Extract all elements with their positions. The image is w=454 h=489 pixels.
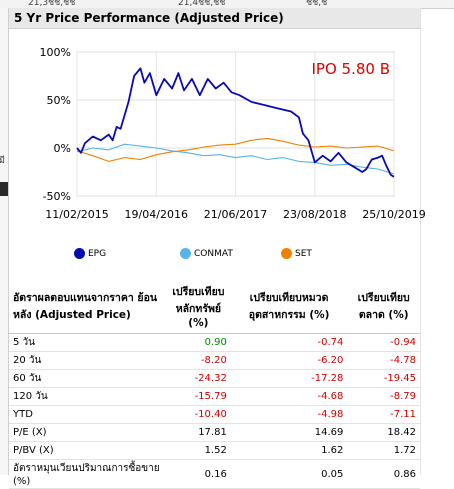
- row-value: -6.20: [230, 351, 348, 370]
- legend-label: CONMAT: [194, 248, 233, 259]
- x-tick-label: 25/10/2019: [362, 208, 425, 221]
- performance-table: อัตราผลตอบแทนจากราคา ย้อนหลัง (Adjusted …: [9, 278, 420, 489]
- header-market: เปรียบเทียบตลาด (%): [347, 278, 420, 334]
- legend-item-conmat: CONMAT: [180, 248, 233, 259]
- section-title: 5 Yr Price Performance (Adjusted Price): [14, 11, 284, 25]
- chart-series: [76, 67, 395, 178]
- row-label: 20 วัน: [9, 351, 166, 370]
- row-value: -10.40: [165, 405, 231, 424]
- table-row: P/BV (X) 1.52 1.62 1.72: [9, 441, 420, 460]
- row-value: -7.11: [347, 405, 420, 424]
- top-strip-cell: 21,4ชช,ชช: [178, 0, 226, 8]
- series-line-set: [76, 137, 395, 162]
- left-sidebar: มี: [0, 8, 9, 475]
- y-tick-label: 100%: [40, 46, 71, 59]
- row-value: -17.28: [230, 369, 348, 388]
- row-label: YTD: [9, 405, 166, 424]
- series-line-conmat: [76, 143, 395, 175]
- y-tick-label: 0%: [54, 142, 71, 155]
- row-value: 1.52: [165, 441, 231, 460]
- row-label: 60 วัน: [9, 369, 166, 388]
- legend-item-set: SET: [281, 248, 312, 259]
- row-value: -8.20: [165, 351, 231, 370]
- legend-dot-icon: [180, 248, 191, 259]
- row-value: 0.05: [230, 459, 348, 489]
- legend-label: SET: [295, 248, 312, 259]
- y-tick-label: -50%: [43, 190, 71, 203]
- right-divider: [420, 8, 421, 475]
- ipo-annotation: IPO 5.80 B: [311, 60, 390, 78]
- top-strip-cell: 21,3ชช,ชช: [28, 0, 76, 8]
- row-value: 0.86: [347, 459, 420, 489]
- row-value: -19.45: [347, 369, 420, 388]
- row-value: -24.32: [165, 369, 231, 388]
- row-value: -4.78: [347, 351, 420, 370]
- table-row: 60 วัน -24.32 -17.28 -19.45: [9, 369, 420, 388]
- chart-grid: [76, 51, 395, 197]
- row-value: 14.69: [230, 423, 348, 442]
- y-tick-label: 50%: [47, 94, 71, 107]
- x-tick-label: 19/04/2016: [125, 208, 188, 221]
- row-value: 18.42: [347, 423, 420, 442]
- legend-dot-icon: [281, 248, 292, 259]
- sidebar-partial-text: มี: [0, 156, 5, 166]
- row-label: 120 วัน: [9, 387, 166, 406]
- table-row: 120 วัน -15.79 -4.68 -8.79: [9, 387, 420, 406]
- section-header: 5 Yr Price Performance (Adjusted Price): [9, 8, 420, 29]
- table-row: YTD -10.40 -4.98 -7.11: [9, 405, 420, 424]
- row-value: -4.98: [230, 405, 348, 424]
- legend-dot-icon: [74, 248, 85, 259]
- top-strip-cell: ชช,ช: [306, 0, 328, 8]
- row-value: -8.79: [347, 387, 420, 406]
- price-performance-chart: 100% 50% 0% -50% 11/02/2015 19/04/2016 21/06/…: [40, 46, 426, 221]
- legend-item-epg: EPG: [74, 248, 106, 259]
- row-label: P/BV (X): [9, 441, 166, 460]
- x-tick-label: 11/02/2015: [45, 208, 108, 221]
- row-label: อัตราหมุนเวียนปริมาณการซื้อขาย (%): [9, 459, 166, 489]
- y-axis-ticks: 100% 50% 0% -50%: [40, 46, 71, 203]
- row-value: -4.68: [230, 387, 348, 406]
- header-period: อัตราผลตอบแทนจากราคา ย้อนหลัง (Adjusted …: [9, 278, 166, 334]
- table-row: 20 วัน -8.20 -6.20 -4.78: [9, 351, 420, 370]
- header-industry: เปรียบเทียบหมวดอุตสาหกรรม (%): [230, 278, 348, 334]
- row-label: 5 วัน: [9, 333, 166, 352]
- row-value: 1.72: [347, 441, 420, 460]
- row-value: -0.94: [347, 333, 420, 352]
- table-row: อัตราหมุนเวียนปริมาณการซื้อขาย (%) 0.16 0.…: [9, 459, 420, 489]
- x-tick-label: 21/06/2017: [204, 208, 267, 221]
- row-value: -15.79: [165, 387, 231, 406]
- sidebar-marker: [0, 182, 8, 196]
- x-tick-label: 23/08/2018: [283, 208, 346, 221]
- table-row: 5 วัน 0.90 -0.74 -0.94: [9, 333, 420, 352]
- row-value: 1.62: [230, 441, 348, 460]
- header-security: เปรียบเทียบหลักทรัพย์ (%): [165, 278, 231, 334]
- x-axis-ticks: 11/02/2015 19/04/2016 21/06/2017 23/08/2018…: [45, 208, 425, 221]
- row-value: 17.81: [165, 423, 231, 442]
- row-value: 0.16: [165, 459, 231, 489]
- table-header-row: อัตราผลตอบแทนจากราคา ย้อนหลัง (Adjusted …: [9, 278, 420, 334]
- row-label: P/E (X): [9, 423, 166, 442]
- table-row: P/E (X) 17.81 14.69 18.42: [9, 423, 420, 442]
- legend-label: EPG: [88, 248, 107, 259]
- row-value: 0.90: [165, 333, 231, 352]
- row-value: -0.74: [230, 333, 348, 352]
- series-line-epg: [76, 67, 395, 178]
